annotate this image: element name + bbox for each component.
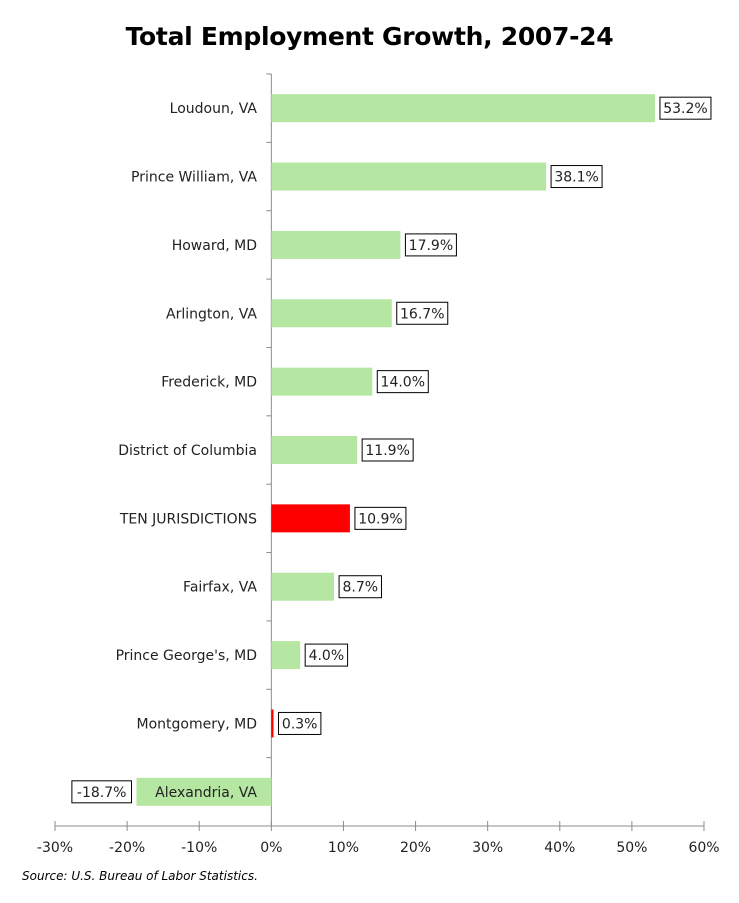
category-label: Loudoun, VA: [170, 101, 258, 117]
data-label-box: [361, 438, 414, 462]
x-tick-label: -20%: [109, 840, 145, 856]
category-label: Alexandria, VA: [155, 785, 257, 801]
x-tick-label: 30%: [472, 840, 503, 856]
data-label-box: [354, 506, 407, 530]
source-note: Source: U.S. Bureau of Labor Statistics.: [22, 869, 258, 883]
x-tick-label: 0%: [260, 840, 282, 856]
x-tick-label: 10%: [328, 840, 359, 856]
category-label: District of Columbia: [118, 443, 257, 459]
bar: [271, 230, 401, 259]
category-label: Prince William, VA: [131, 170, 257, 186]
chart-title: Total Employment Growth, 2007-24: [125, 22, 614, 51]
bar: [271, 436, 358, 464]
bar: [271, 94, 655, 123]
category-label: Frederick, MD: [161, 375, 257, 391]
data-label: 11.9%: [365, 443, 409, 459]
bar: [271, 504, 350, 533]
x-tick-label: 50%: [616, 840, 647, 856]
data-label: 10.9%: [358, 511, 402, 527]
category-label: Howard, MD: [172, 238, 257, 254]
bar: [271, 367, 373, 396]
data-label: 8.7%: [342, 580, 378, 596]
x-tick-label: -30%: [37, 840, 73, 856]
bar: [271, 641, 301, 670]
bar: [271, 299, 392, 328]
data-label-box: [71, 780, 132, 804]
data-label: 16.7%: [400, 306, 444, 322]
data-label-box: [304, 643, 349, 667]
data-label-box: [338, 575, 382, 599]
data-label: 53.2%: [663, 101, 707, 117]
bar: [271, 572, 335, 601]
bar: [136, 777, 272, 806]
data-label: 14.0%: [381, 375, 425, 391]
x-tick-label: 60%: [688, 840, 719, 856]
data-label: 4.0%: [309, 648, 345, 664]
data-label: 17.9%: [409, 238, 453, 254]
category-label: Fairfax, VA: [183, 580, 257, 596]
category-label: TEN JURISDICTIONS: [119, 511, 257, 527]
data-label: 0.3%: [282, 716, 318, 732]
category-label: Prince George's, MD: [116, 648, 257, 664]
data-label-box: [376, 370, 429, 394]
data-label-box: [404, 233, 457, 257]
data-label-box: [659, 96, 712, 120]
data-label-box: [396, 301, 449, 325]
category-label: Montgomery, MD: [136, 716, 257, 732]
x-tick-label: 40%: [544, 840, 575, 856]
data-label: -18.7%: [77, 785, 127, 801]
bar: [271, 162, 547, 191]
data-label-box: [277, 711, 322, 735]
x-tick-label: -10%: [181, 840, 217, 856]
data-label-box: [550, 165, 603, 189]
data-label: 38.1%: [554, 170, 598, 186]
x-tick-label: 20%: [400, 840, 431, 856]
category-label: Arlington, VA: [166, 306, 257, 322]
bar: [271, 709, 274, 738]
